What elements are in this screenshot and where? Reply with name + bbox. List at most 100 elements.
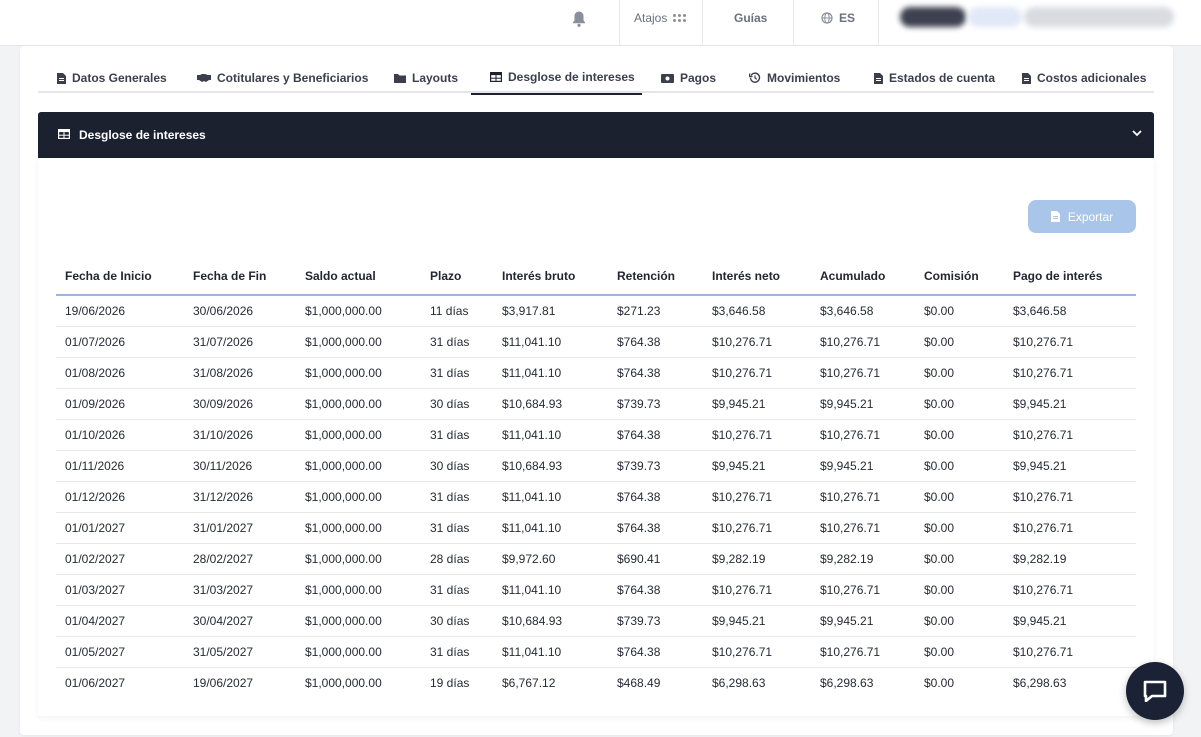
table-cell: $1,000,000.00 bbox=[296, 636, 421, 668]
divider bbox=[702, 0, 703, 46]
table-cell: 30 días bbox=[421, 605, 493, 637]
table-cell: 01/08/2026 bbox=[56, 357, 184, 389]
table-cell: $1,000,000.00 bbox=[296, 543, 421, 575]
tab-label: Costos adicionales bbox=[1037, 71, 1147, 85]
table-cell: $10,684.93 bbox=[493, 605, 608, 637]
table-cell: 19/06/2026 bbox=[56, 295, 184, 327]
table-cell: $690.41 bbox=[608, 543, 703, 575]
table-icon bbox=[58, 129, 70, 139]
document-icon bbox=[57, 72, 66, 84]
table-cell: $468.49 bbox=[617, 675, 661, 690]
table-cell: 31 días bbox=[421, 326, 493, 358]
shortcuts-button[interactable]: Atajos bbox=[634, 11, 687, 25]
shortcuts-label: Atajos bbox=[634, 11, 668, 25]
tab-label: Pagos bbox=[680, 71, 717, 85]
column-header: Fecha de Fin bbox=[184, 258, 296, 296]
table-row: 01/06/2027 19/06/2027 $1,000,000.00 19 días… bbox=[56, 667, 1136, 698]
table-cell: $10,276.71 bbox=[1004, 636, 1136, 668]
table-cell: 30 días bbox=[421, 388, 493, 420]
table-row: 01/09/2026 30/09/2026 $1,000,000.00 30 días… bbox=[56, 388, 1136, 420]
table-cell: $10,276.71 bbox=[1004, 357, 1136, 389]
column-header: Plazo bbox=[421, 258, 493, 296]
table-cell: $11,041.10 bbox=[493, 574, 608, 606]
chat-button[interactable] bbox=[1126, 662, 1184, 720]
table-cell: $739.73 bbox=[608, 388, 703, 420]
table-cell: $10,684.93 bbox=[493, 450, 608, 482]
tab-movimientos[interactable]: Movimientos bbox=[749, 63, 840, 93]
table-cell: 11 días bbox=[421, 295, 493, 327]
table-cell: $10,276.71 bbox=[703, 636, 811, 668]
table-cell: $9,945.21 bbox=[811, 605, 915, 637]
history-icon bbox=[749, 72, 761, 83]
table-cell: $1,000,000.00 bbox=[296, 357, 421, 389]
table-cell: $0.00 bbox=[915, 419, 1004, 451]
table-cell: $764.38 bbox=[608, 574, 703, 606]
table-cell: $10,276.71 bbox=[703, 574, 811, 606]
table-cell: $764.38 bbox=[608, 481, 703, 513]
table-cell: $10,276.71 bbox=[1004, 481, 1136, 513]
table-cell: 31/05/2027 bbox=[184, 636, 296, 668]
table-cell: 01/04/2027 bbox=[56, 605, 184, 637]
guides-button[interactable]: Guías bbox=[734, 11, 767, 25]
table-row: 01/12/2026 31/12/2026 $1,000,000.00 31 días… bbox=[56, 481, 1136, 513]
table-cell: 30/09/2026 bbox=[184, 388, 296, 420]
table-cell: $3,917.81 bbox=[493, 295, 608, 327]
tab-datos-generales[interactable]: Datos Generales bbox=[57, 63, 167, 93]
tab-cotitulares[interactable]: Cotitulares y Beneficiarios bbox=[197, 63, 368, 93]
table-cell: $0.00 bbox=[915, 636, 1004, 668]
table-cell: $11,041.10 bbox=[493, 636, 608, 668]
user-avatar[interactable] bbox=[900, 7, 966, 27]
column-header: Pago de interés bbox=[1004, 258, 1136, 296]
document-icon bbox=[874, 72, 883, 84]
tab-label: Desglose de intereses bbox=[508, 70, 635, 84]
table-cell: 01/01/2027 bbox=[56, 512, 184, 544]
table-row: 01/03/2027 31/03/2027 $1,000,000.00 31 días… bbox=[56, 574, 1136, 606]
table-cell: 31/12/2026 bbox=[184, 481, 296, 513]
export-button[interactable]: Exportar bbox=[1028, 200, 1136, 233]
top-bar: Atajos Guías ES bbox=[0, 0, 1201, 46]
column-header: Interés bruto bbox=[493, 258, 608, 296]
language-label: ES bbox=[839, 11, 856, 25]
interest-panel-header[interactable]: Desglose de intereses bbox=[38, 112, 1154, 158]
table-cell: 30/11/2026 bbox=[184, 450, 296, 482]
table-cell: 01/05/2027 bbox=[56, 636, 184, 668]
table-cell: $0.00 bbox=[915, 388, 1004, 420]
table-cell: $3,646.58 bbox=[1004, 295, 1136, 327]
table-cell: $0.00 bbox=[915, 605, 1004, 637]
table-cell: $11,041.10 bbox=[493, 419, 608, 451]
table-cell: $9,282.19 bbox=[703, 543, 811, 575]
table-cell: 31 días bbox=[421, 419, 493, 451]
column-header: Comisión bbox=[915, 258, 1004, 296]
table-row: 01/10/2026 31/10/2026 $1,000,000.00 31 días… bbox=[56, 419, 1136, 451]
file-export-icon bbox=[1050, 211, 1060, 222]
tab-label: Layouts bbox=[412, 71, 459, 85]
table-cell: 01/06/2027 bbox=[65, 675, 126, 690]
account-detail-card: Datos Generales Cotitulares y Beneficiar… bbox=[20, 46, 1173, 735]
table-row: 01/01/2027 31/01/2027 $1,000,000.00 31 días… bbox=[56, 512, 1136, 544]
user-badge bbox=[968, 7, 1022, 27]
user-name[interactable] bbox=[1024, 7, 1174, 27]
table-cell: $10,276.71 bbox=[811, 574, 915, 606]
document-icon bbox=[1022, 72, 1031, 84]
divider bbox=[619, 0, 620, 46]
handshake-icon bbox=[197, 74, 211, 82]
table-cell: $0.00 bbox=[915, 450, 1004, 482]
tab-estados-cuenta[interactable]: Estados de cuenta bbox=[874, 63, 995, 93]
chevron-down-icon[interactable] bbox=[1132, 130, 1142, 137]
table-cell: $10,276.71 bbox=[703, 357, 811, 389]
tab-label: Cotitulares y Beneficiarios bbox=[217, 71, 369, 85]
tab-desglose-intereses[interactable]: Desglose de intereses bbox=[471, 63, 642, 95]
tab-pagos[interactable]: Pagos bbox=[661, 63, 716, 93]
tab-layouts[interactable]: Layouts bbox=[394, 63, 458, 93]
table-cell: $764.38 bbox=[608, 357, 703, 389]
table-cell: $10,276.71 bbox=[703, 326, 811, 358]
table-cell: $0.00 bbox=[915, 512, 1004, 544]
language-selector[interactable]: ES bbox=[821, 11, 855, 25]
bell-icon[interactable] bbox=[571, 10, 587, 28]
tab-bar: Datos Generales Cotitulares y Beneficiar… bbox=[38, 63, 1154, 95]
table-cell: $10,276.71 bbox=[1004, 512, 1136, 544]
table-cell: $764.38 bbox=[608, 512, 703, 544]
tab-costos-adicionales[interactable]: Costos adicionales bbox=[1022, 63, 1146, 93]
chat-bubble-icon bbox=[1143, 680, 1167, 702]
table-cell: 01/07/2026 bbox=[56, 326, 184, 358]
